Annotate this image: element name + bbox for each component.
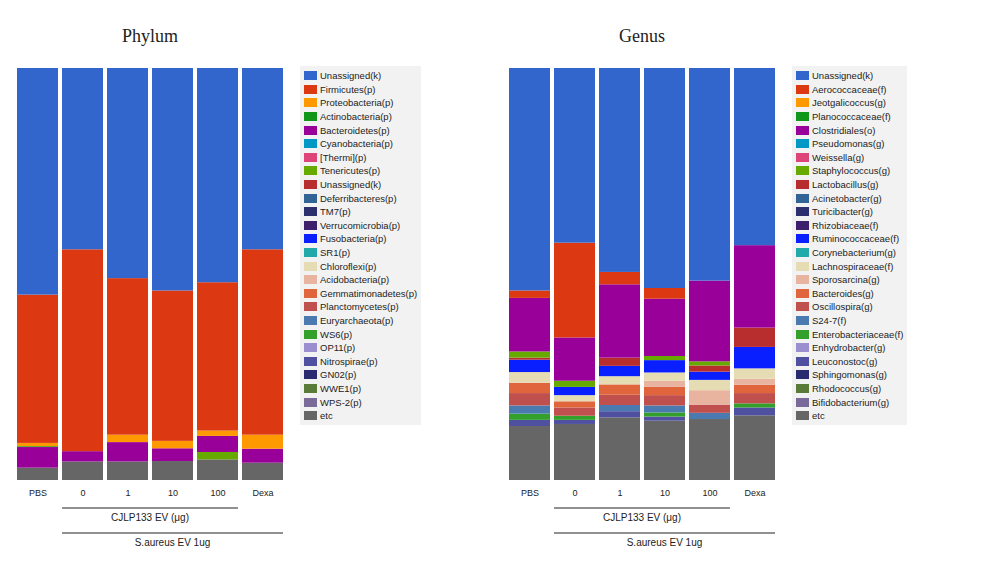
html-text:Rhodococcus(g): Rhodococcus(g): [812, 383, 882, 394]
svg-text:10: 10: [168, 488, 178, 498]
svg-text:CJLP133 EV (μg): CJLP133 EV (μg): [603, 512, 681, 523]
html-text:Bacteroidetes(p): Bacteroidetes(p): [320, 124, 390, 136]
html-text:Lactobacillus(g): Lactobacillus(g): [812, 179, 879, 190]
html-text:Ruminococcaceae(f): Ruminococcaceae(f): [812, 233, 900, 245]
html-text:Aerococcaceae(f): Aerococcaceae(f): [812, 83, 887, 95]
html-text:Unassigned(k): Unassigned(k): [812, 70, 874, 82]
svg-text:PBS: PBS: [521, 488, 539, 498]
html-text:Planococcaceae(f): Planococcaceae(f): [812, 111, 891, 123]
html-text:WWE1(p): WWE1(p): [320, 383, 362, 394]
html-text:Firmicutes(p): Firmicutes(p): [320, 83, 376, 95]
svg-text:PBS: PBS: [29, 488, 47, 498]
html-text:Oscillospira(g): Oscillospira(g): [812, 301, 873, 313]
html-text:GN02(p): GN02(p): [320, 369, 357, 381]
svg-text:1: 1: [617, 488, 622, 498]
html-text:Tenericutes(p): Tenericutes(p): [320, 165, 381, 177]
html-text:Clostridiales(o): Clostridiales(o): [812, 124, 876, 136]
html-text:Weissella(g): Weissella(g): [812, 151, 865, 163]
html-text:Gemmatimonadetes(p): Gemmatimonadetes(p): [320, 287, 418, 299]
html-text:Leuconostoc(g): Leuconostoc(g): [812, 355, 878, 367]
html-text:Phylum: Phylum: [122, 26, 178, 46]
svg-text:0: 0: [80, 488, 85, 498]
html-text:WS6(p): WS6(p): [320, 328, 353, 340]
html-text:Jeotgalicoccus(g): Jeotgalicoccus(g): [812, 97, 886, 109]
svg-text:100: 100: [210, 488, 225, 498]
html-text:Sporosarcina(g): Sporosarcina(g): [812, 274, 880, 286]
svg-text:S.aureus EV 1ug: S.aureus EV 1ug: [135, 537, 211, 548]
html-text:Cyanobacteria(p): Cyanobacteria(p): [320, 138, 393, 150]
html-text:Unassigned(k): Unassigned(k): [320, 179, 382, 190]
html-text:Genus: Genus: [619, 26, 665, 46]
html-text:etc: etc: [320, 410, 333, 422]
svg-text:S.aureus EV 1ug: S.aureus EV 1ug: [627, 537, 703, 548]
html-text:Acidobacteria(p): Acidobacteria(p): [320, 274, 390, 286]
html-text:Bifidobacterium(g): Bifidobacterium(g): [812, 396, 890, 408]
html-text:WPS-2(p): WPS-2(p): [320, 396, 362, 408]
html-text:Unassigned(k): Unassigned(k): [320, 70, 382, 82]
html-text:Lachnospiraceae(f): Lachnospiraceae(f): [812, 260, 894, 272]
html-text:SR1(p): SR1(p): [320, 247, 351, 258]
html-text:Turicibacter(g): Turicibacter(g): [812, 206, 873, 218]
html-text:Enterobacteriaceae(f): Enterobacteriaceae(f): [812, 328, 904, 340]
html-text:Staphylococcus(g): Staphylococcus(g): [812, 165, 891, 177]
html-text:Rhizobiaceae(f): Rhizobiaceae(f): [812, 219, 879, 231]
svg-text:1: 1: [125, 488, 130, 498]
html-text:Proteobacteria(p): Proteobacteria(p): [320, 97, 394, 109]
html-text:Euryarchaeota(p): Euryarchaeota(p): [320, 315, 394, 326]
svg-text:10: 10: [660, 488, 670, 498]
html-text:[Thermi](p): [Thermi](p): [320, 151, 367, 163]
html-text:Planctomycetes(p): Planctomycetes(p): [320, 301, 399, 313]
html-text:Corynebacterium(g): Corynebacterium(g): [812, 247, 896, 258]
html-text:Chloroflexi(p): Chloroflexi(p): [320, 260, 377, 272]
html-text:Verrucomicrobia(p): Verrucomicrobia(p): [320, 219, 401, 231]
html-text:Pseudomonas(g): Pseudomonas(g): [812, 138, 885, 150]
html-text:Enhydrobacter(g): Enhydrobacter(g): [812, 342, 886, 354]
svg-text:Dexa: Dexa: [252, 488, 273, 498]
html-text:Actinobacteria(p): Actinobacteria(p): [320, 111, 392, 123]
html-text:Bacteroides(g): Bacteroides(g): [812, 287, 874, 299]
html-text:Fusobacteria(p): Fusobacteria(p): [320, 233, 387, 245]
svg-text:0: 0: [572, 488, 577, 498]
html-text:Sphingomonas(g): Sphingomonas(g): [812, 369, 887, 381]
html-text:Deferribacteres(p): Deferribacteres(p): [320, 192, 397, 204]
html-text:OP11(p): OP11(p): [320, 342, 356, 354]
svg-text:CJLP133 EV (μg): CJLP133 EV (μg): [111, 512, 189, 523]
html-text:Nitrospirae(p): Nitrospirae(p): [320, 355, 378, 367]
html-text:TM7(p): TM7(p): [320, 206, 351, 218]
svg-text:Dexa: Dexa: [744, 488, 765, 498]
html-text:S24-7(f): S24-7(f): [812, 315, 847, 326]
svg-text:100: 100: [702, 488, 717, 498]
html-text:Acinetobacter(g): Acinetobacter(g): [812, 192, 882, 204]
html-text:etc: etc: [812, 410, 825, 422]
